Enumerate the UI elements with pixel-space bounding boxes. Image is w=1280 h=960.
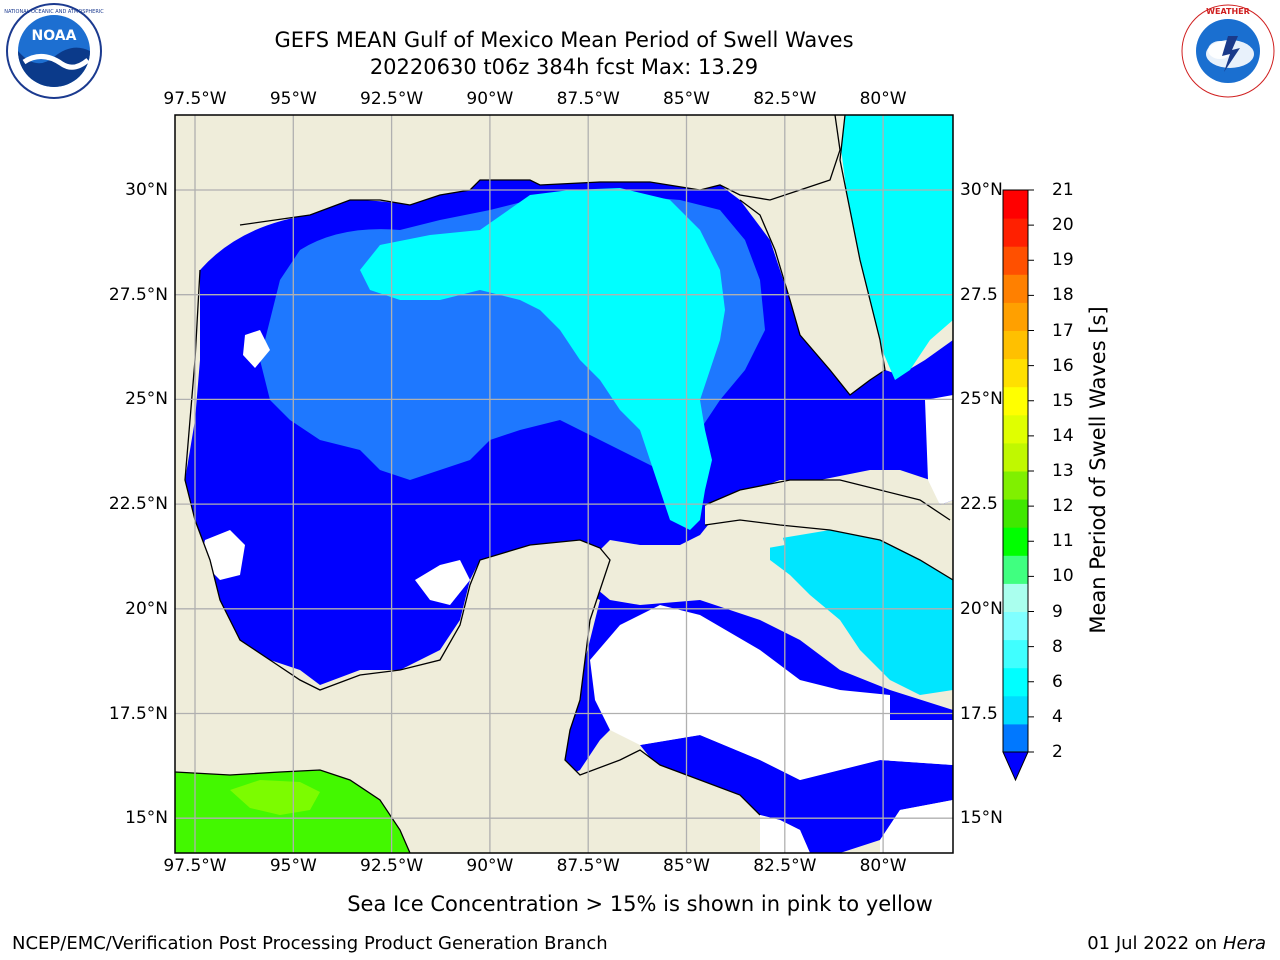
colorbar-segment	[1003, 695, 1028, 725]
colorbar-tick-label: 12	[1052, 496, 1074, 517]
colorbar-segment	[1003, 527, 1028, 556]
tick-label: 82.5°W	[753, 89, 817, 109]
colorbar-segment	[1003, 386, 1028, 416]
tick-label: 15°N	[960, 808, 1003, 829]
colorbar-segment	[1003, 218, 1028, 247]
tick-label: 22.5°N	[108, 494, 168, 515]
colorbar	[1002, 189, 1034, 782]
tick-label: 17.5°N	[108, 703, 168, 724]
colorbar-tick-label: 19	[1052, 250, 1074, 271]
colorbar-tick-label: 17	[1052, 320, 1074, 341]
noaa-ring-text: NATIONAL OCEANIC AND ATMOSPHERIC	[4, 9, 104, 15]
colorbar-tick-label: 9	[1052, 601, 1063, 622]
footer-right: 01 Jul 2022 on Hera	[1087, 934, 1266, 954]
map-frame	[174, 114, 954, 854]
colorbar-tick-label: 18	[1052, 285, 1074, 306]
colorbar-tick-label: 14	[1052, 425, 1074, 446]
footer-host: Hera	[1222, 933, 1266, 954]
colorbar-tick-label: 4	[1052, 706, 1063, 727]
tick-label: 80°W	[859, 856, 907, 876]
colorbar-segment	[1003, 442, 1028, 472]
colorbar-extend-arrow	[1002, 751, 1029, 782]
atlantic-cyan-water	[840, 115, 953, 380]
tick-label: 95°W	[269, 856, 317, 876]
colorbar-segment	[1003, 471, 1028, 500]
colorbar-segment	[1003, 723, 1028, 753]
tick-label: 20°N	[125, 598, 168, 619]
tick-label: 17.5	[960, 703, 998, 724]
tick-label: 87.5°W	[556, 89, 620, 109]
colorbar-segment	[1003, 583, 1028, 612]
noaa-logo: NOAA NATIONAL OCEANIC AND ATMOSPHERIC	[4, 3, 104, 99]
tick-label: 27.5	[960, 284, 998, 305]
tick-label: 95°W	[269, 89, 317, 109]
colorbar-tick-label: 21	[1052, 180, 1074, 200]
tick-label: 92.5°W	[360, 856, 424, 876]
tick-label: 30°N	[960, 180, 1003, 200]
colorbar-tick-label: 11	[1052, 531, 1074, 552]
colorbar-tick-label: 20	[1052, 215, 1074, 236]
tick-label: 80°W	[859, 89, 907, 109]
sea-ice-note: Sea Ice Concentration > 15% is shown in …	[347, 892, 933, 916]
colorbar-segment	[1003, 414, 1028, 444]
colorbar-tick-label: 8	[1052, 636, 1063, 657]
colorbar-tick-label: 13	[1052, 461, 1074, 481]
tick-label: 97.5°W	[163, 856, 227, 876]
tick-label: 82.5°W	[753, 856, 817, 876]
tick-label: 87.5°W	[556, 856, 620, 876]
colorbar-segment	[1003, 330, 1028, 360]
tick-label: 85°W	[663, 89, 710, 109]
chart-title: GEFS MEAN Gulf of Mexico Mean Period of …	[274, 28, 854, 52]
tick-label: 25°N	[960, 389, 1003, 410]
tick-label: 30°N	[125, 180, 168, 200]
land-masses	[175, 115, 953, 853]
colorbar-segment	[1003, 274, 1028, 303]
tick-label: 15°N	[125, 808, 168, 829]
colorbar-tick-label: 15	[1052, 390, 1074, 411]
colorbar-segment	[1003, 246, 1028, 275]
colorbar-segment	[1003, 499, 1028, 528]
colorbar-tick-label: 16	[1052, 355, 1074, 376]
tick-label: 90°W	[466, 89, 514, 109]
colorbar-segment	[1003, 358, 1028, 388]
caribbean-cyan-water	[770, 530, 953, 695]
tick-label: 92.5°W	[360, 89, 424, 109]
colorbar-segment	[1003, 555, 1028, 584]
colorbar-segment	[1003, 190, 1028, 219]
coastlines	[175, 115, 953, 853]
footer-date: 01 Jul 2022 on	[1087, 933, 1223, 954]
map-gridlines	[175, 115, 953, 853]
tick-label: 97.5°W	[163, 89, 227, 109]
colorbar-tick-label: 6	[1052, 671, 1063, 692]
nws-logo: WEATHER	[1181, 4, 1275, 98]
colorbar-tick-label: 10	[1052, 566, 1074, 587]
tick-label: 22.5	[960, 494, 998, 515]
tick-label: 20°N	[960, 598, 1003, 619]
colorbar-segment	[1003, 639, 1028, 669]
colorbar-tick-label: 2	[1052, 742, 1063, 762]
gulf-cyan-water	[360, 188, 725, 530]
tick-label: 90°W	[466, 856, 514, 876]
nws-ring-text: WEATHER	[1206, 7, 1250, 16]
caribbean-deep-water	[640, 735, 953, 853]
tick-label: 27.5°N	[108, 284, 168, 305]
colorbar-segment	[1003, 302, 1028, 331]
noaa-logo-text: NOAA	[32, 28, 77, 44]
tick-label: 25°N	[125, 389, 168, 410]
tick-label: 85°W	[663, 856, 710, 876]
chart-subtitle: 20220630 t06z 384h fcst Max: 13.29	[369, 55, 759, 79]
colorbar-label: Mean Period of Swell Waves [s]	[1086, 306, 1110, 634]
colorbar-segment	[1003, 667, 1028, 697]
footer-left: NCEP/EMC/Verification Post Processing Pr…	[12, 933, 608, 954]
missing-data-areas	[200, 330, 953, 853]
pacific-lightgreen-water	[230, 780, 320, 815]
colorbar-segment	[1003, 611, 1028, 641]
